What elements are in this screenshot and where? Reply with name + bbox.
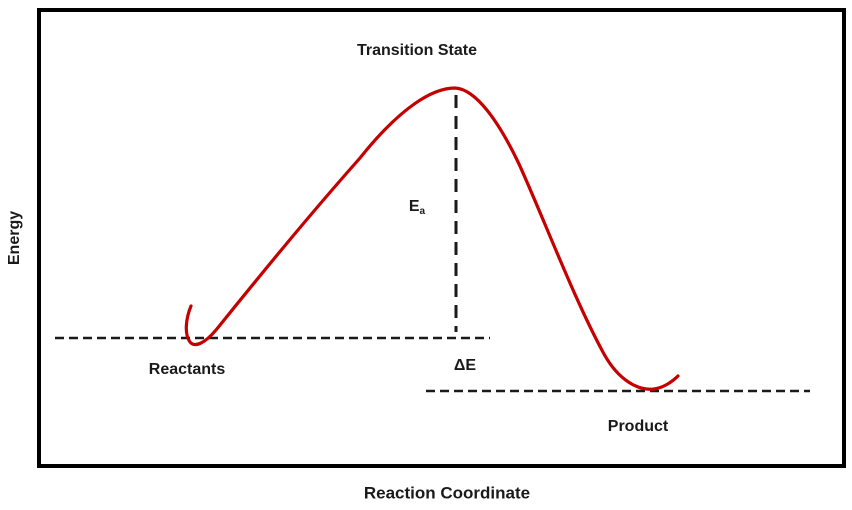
reaction-energy-curve [184, 86, 680, 391]
delta-e-label: ΔE [453, 357, 477, 374]
transition-state-label: Transition State [356, 42, 478, 59]
ea-symbol: E [408, 198, 420, 215]
reactants-label: Reactants [148, 361, 226, 378]
plot-border [37, 8, 846, 468]
ea-subscript: a [419, 206, 426, 217]
y-axis-label: Energy [6, 210, 23, 266]
product-label: Product [607, 418, 669, 435]
x-axis-label: Reaction Coordinate [363, 483, 531, 503]
activation-energy-label: Ea [408, 198, 426, 217]
